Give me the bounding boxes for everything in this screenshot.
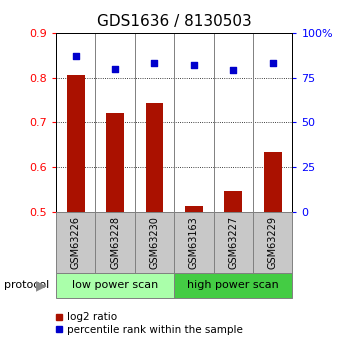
Bar — [106, 112, 124, 212]
Point — [191, 62, 197, 68]
FancyBboxPatch shape — [174, 273, 292, 298]
Text: low power scan: low power scan — [72, 280, 158, 290]
Text: GSM63229: GSM63229 — [268, 216, 278, 269]
FancyBboxPatch shape — [56, 273, 174, 298]
Point — [270, 60, 275, 66]
Text: GSM63163: GSM63163 — [189, 216, 199, 269]
Bar — [67, 75, 84, 212]
FancyBboxPatch shape — [174, 212, 214, 273]
Text: ▶: ▶ — [36, 278, 47, 293]
FancyBboxPatch shape — [95, 212, 135, 273]
Bar — [145, 103, 163, 212]
Text: protocol: protocol — [4, 280, 49, 290]
Text: GSM63227: GSM63227 — [228, 216, 238, 269]
Point — [73, 53, 79, 59]
FancyBboxPatch shape — [253, 212, 292, 273]
Bar — [185, 206, 203, 212]
Point — [230, 68, 236, 73]
Bar — [225, 191, 242, 212]
FancyBboxPatch shape — [56, 212, 95, 273]
FancyBboxPatch shape — [135, 212, 174, 273]
Text: GSM63230: GSM63230 — [149, 216, 160, 269]
FancyBboxPatch shape — [214, 212, 253, 273]
Legend: log2 ratio, percentile rank within the sample: log2 ratio, percentile rank within the s… — [56, 312, 243, 335]
Text: GSM63228: GSM63228 — [110, 216, 120, 269]
Point — [152, 60, 157, 66]
Point — [112, 66, 118, 71]
Text: GSM63226: GSM63226 — [71, 216, 81, 269]
Text: high power scan: high power scan — [187, 280, 279, 290]
Bar — [264, 151, 282, 212]
Title: GDS1636 / 8130503: GDS1636 / 8130503 — [97, 14, 252, 29]
